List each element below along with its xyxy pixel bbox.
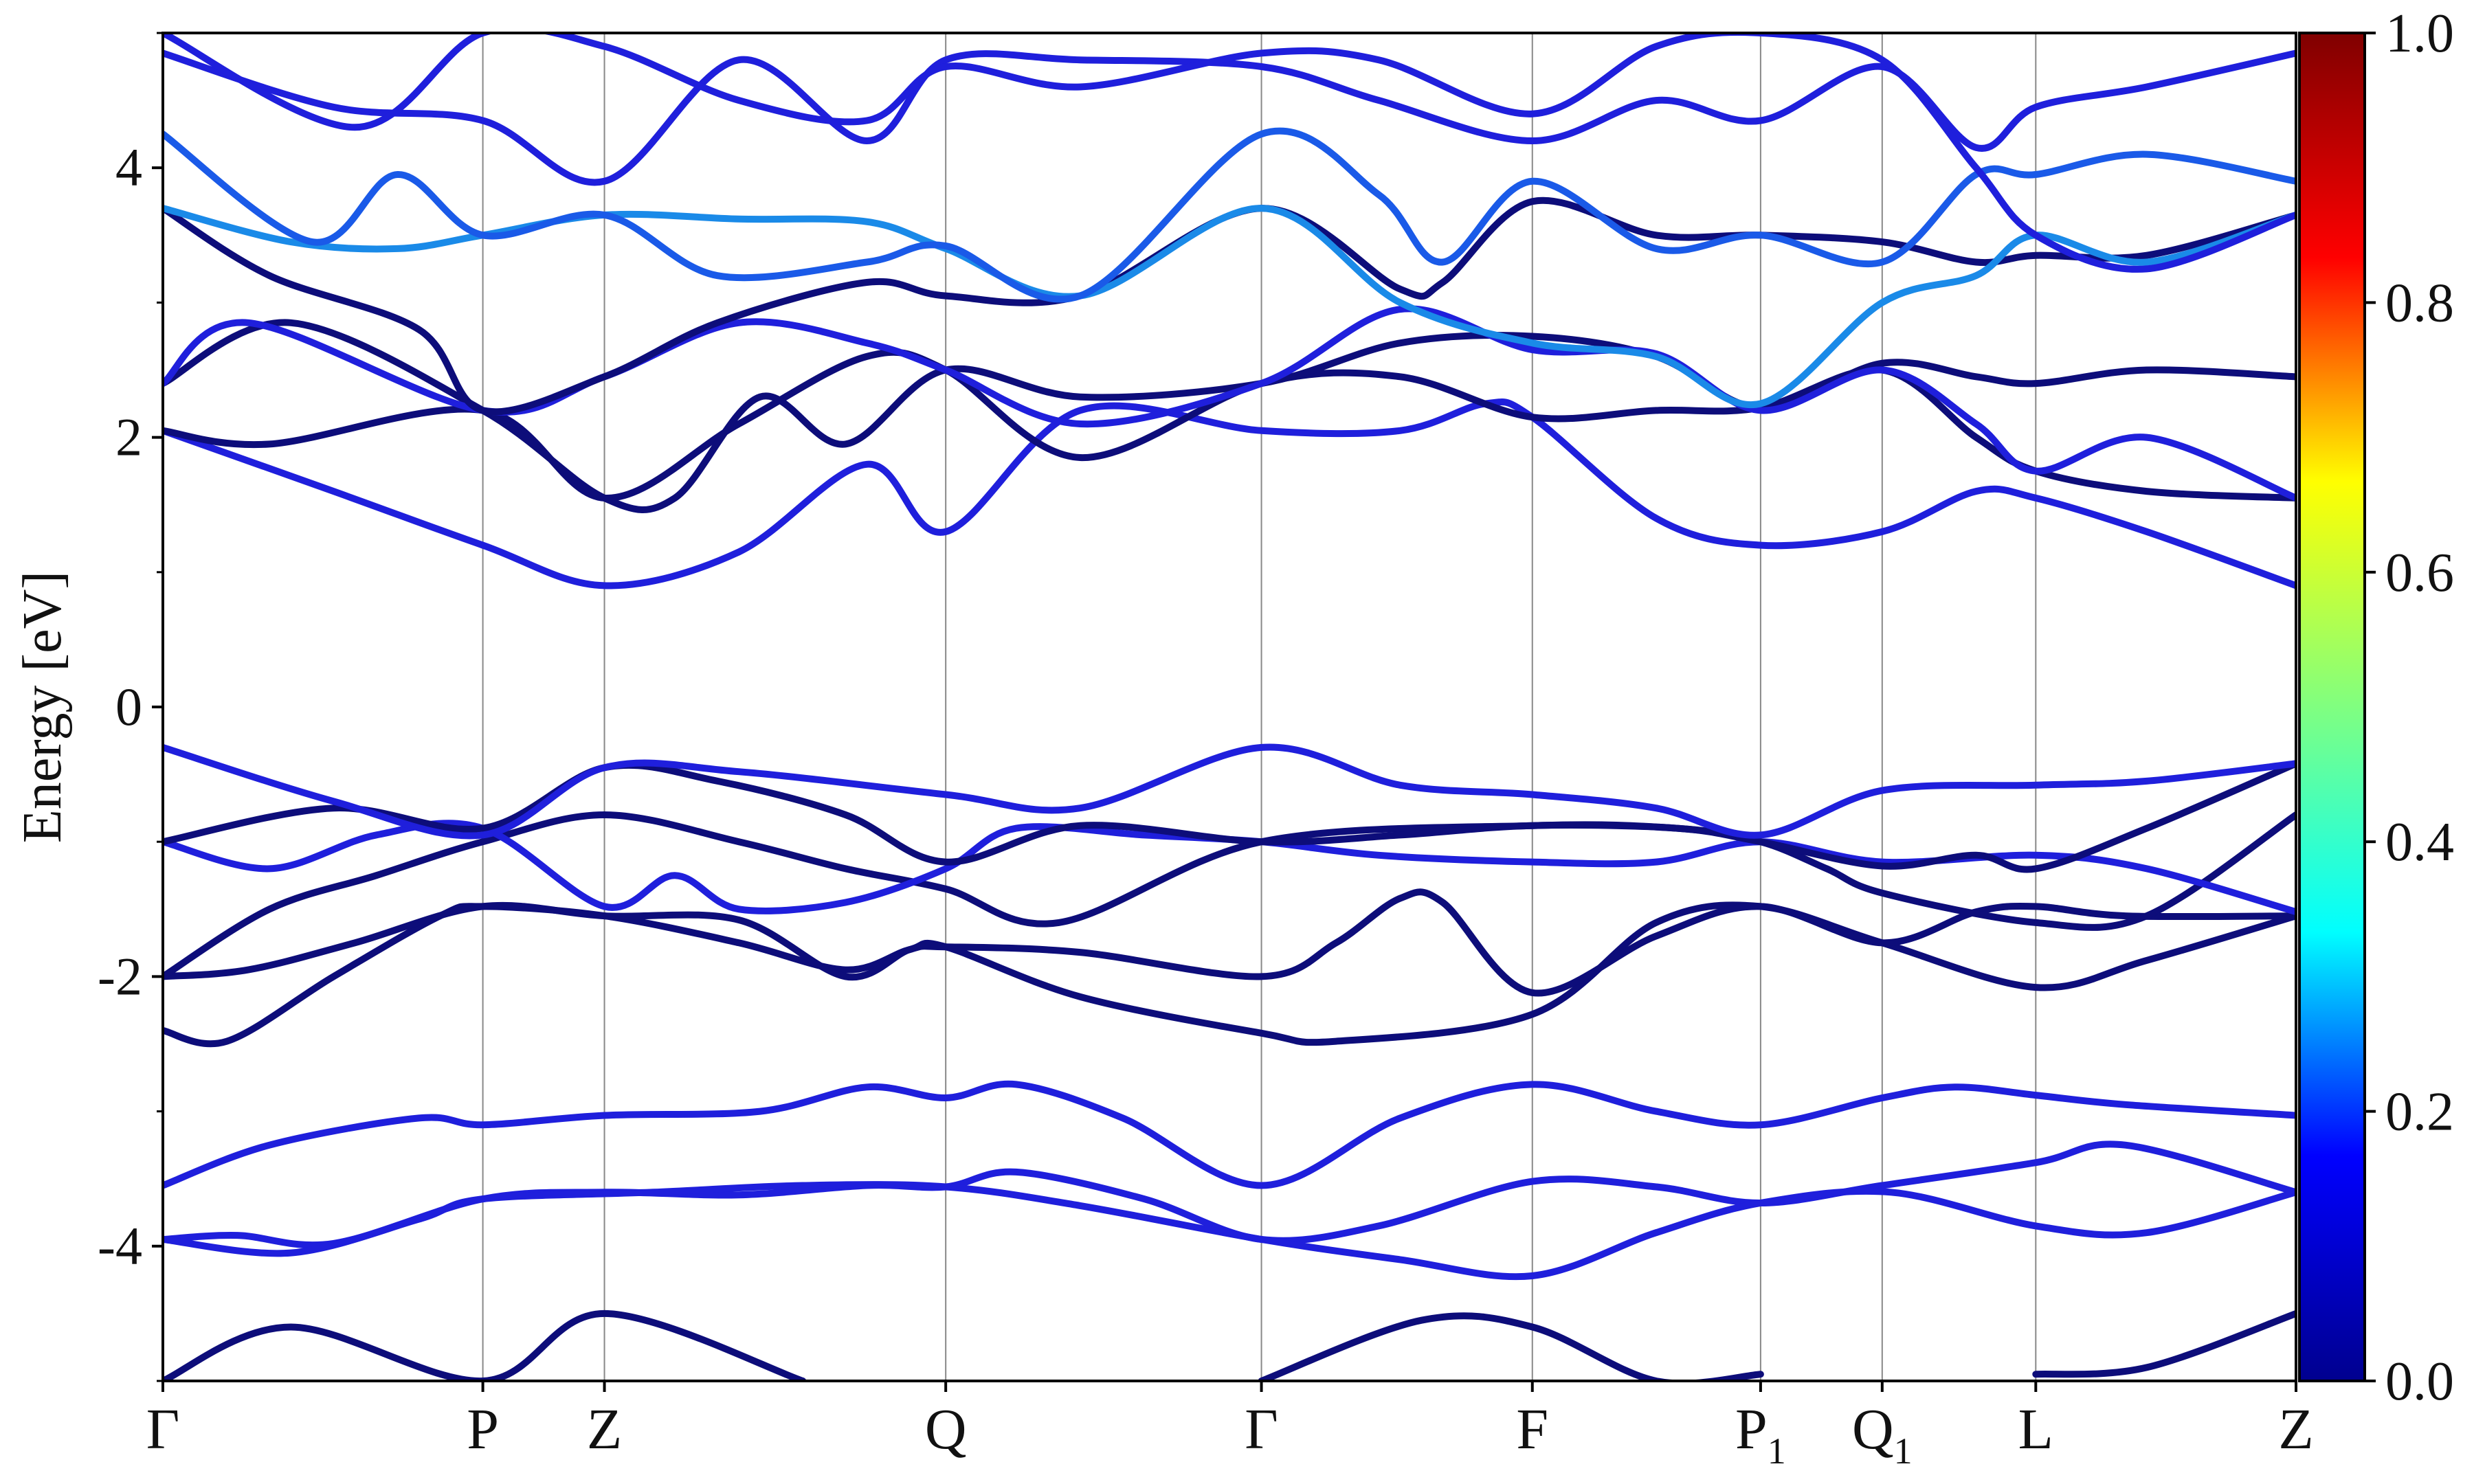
y-axis-ticks: 4 2 0 -2 -4 [98, 32, 163, 1382]
band-line [163, 33, 2296, 273]
colorbar-tick-label: 0.4 [2385, 812, 2454, 873]
y-tick-label: 4 [115, 137, 142, 197]
y-tick-label: 0 [115, 677, 142, 737]
band-line [163, 127, 2296, 303]
x-tick-label: Z [2278, 1397, 2313, 1461]
x-tick-subscript: 1 [1894, 1430, 1913, 1472]
colorbar-tick-label: 0.8 [2385, 273, 2454, 333]
band-line [163, 319, 2296, 514]
band-line [163, 811, 2296, 980]
x-tick-label: Γ [146, 1397, 180, 1461]
colorbar [2298, 32, 2366, 1382]
band-line [163, 49, 2296, 186]
band-line [2032, 1309, 2296, 1378]
band-line [163, 743, 2296, 840]
colorbar-tick-label: 0.2 [2385, 1082, 2454, 1143]
colorbar-tick-label: 0.0 [2385, 1351, 2454, 1412]
band-line [163, 888, 2296, 997]
x-tick-label: Z [587, 1397, 622, 1461]
x-tick-label: P [467, 1397, 499, 1461]
colorbar-tick-label: 1.0 [2385, 3, 2454, 64]
x-tick-subscript: 1 [1768, 1430, 1786, 1472]
colorbar-tick-label: 0.6 [2385, 543, 2454, 603]
y-axis-label: Energy [eV] [12, 571, 73, 843]
band-line [163, 398, 2296, 589]
band-lines [163, 33, 2296, 1381]
x-tick-label: Γ [1245, 1397, 1278, 1461]
y-tick-label: -4 [98, 1216, 142, 1276]
x-tick-label: L [2018, 1397, 2053, 1461]
band-line [1258, 1312, 1764, 1381]
band-line [163, 1080, 2296, 1189]
band-line [163, 820, 2296, 916]
y-tick-label: -2 [98, 946, 142, 1006]
band-line [163, 1181, 2296, 1281]
y-tick-label: 2 [115, 407, 142, 467]
band-line [163, 205, 2296, 409]
x-tick-label: Q [925, 1397, 967, 1461]
colorbar-ticks: 0.0 0.2 0.4 0.6 0.8 1.0 [2365, 3, 2454, 1412]
x-tick-label: F [1516, 1397, 1548, 1461]
